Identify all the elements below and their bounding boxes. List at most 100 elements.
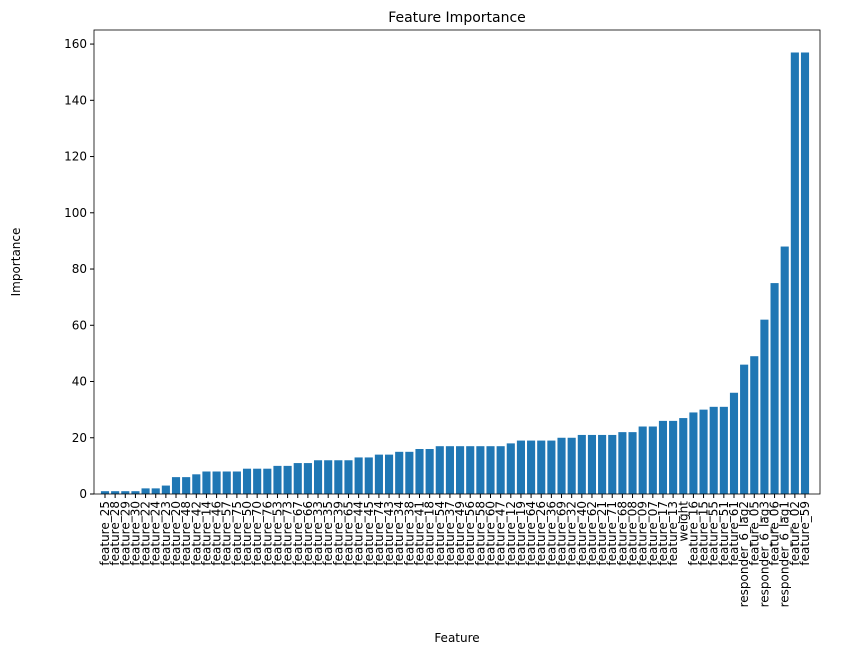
bar (587, 434, 597, 494)
x-tick-label: feature_24 (149, 501, 163, 566)
bar (780, 246, 789, 494)
x-tick-label: feature_26 (534, 501, 548, 566)
x-tick-label: feature_51 (717, 501, 731, 566)
bar (151, 488, 160, 494)
bar (740, 364, 749, 494)
bar (608, 434, 617, 494)
x-tick-label: feature_42 (189, 501, 203, 566)
x-tick-label: feature_25 (98, 501, 112, 566)
bar (385, 454, 394, 494)
bar (516, 440, 525, 494)
bar (527, 440, 536, 494)
x-tick-label: feature_76 (260, 501, 274, 566)
x-tick-label: feature_19 (514, 501, 528, 566)
x-tick-label: feature_55 (707, 501, 721, 566)
x-tick-label: feature_70 (250, 501, 264, 566)
x-tick-label: feature_16 (686, 501, 700, 566)
bar (374, 454, 383, 494)
bar (395, 451, 404, 494)
x-tick-label: feature_45 (362, 501, 376, 566)
x-tick-label: feature_58 (473, 501, 487, 566)
x-tick-label: feature_23 (159, 501, 173, 566)
x-tick-label: feature_41 (412, 501, 426, 566)
bar (425, 449, 434, 494)
bar (476, 446, 485, 494)
x-tick-label: feature_08 (626, 501, 640, 566)
x-tick-label: feature_47 (494, 501, 508, 566)
x-tick-label: feature_38 (402, 501, 416, 566)
x-tick-label: feature_39 (331, 501, 345, 566)
x-tick-label: feature_09 (636, 501, 650, 566)
bar (232, 471, 241, 494)
x-tick-label: feature_56 (463, 501, 477, 566)
bar (466, 446, 475, 494)
bar (567, 437, 576, 494)
bar (648, 426, 657, 494)
x-tick-label: responder_6_lag3 (757, 501, 771, 607)
bar (313, 460, 323, 494)
bar (669, 420, 678, 494)
bar (242, 468, 252, 494)
bar (760, 319, 769, 494)
bar (445, 446, 454, 494)
bar (141, 488, 150, 494)
bar (729, 392, 739, 494)
x-tick-label: feature_33 (311, 501, 325, 566)
bar (689, 412, 698, 494)
bar (506, 443, 515, 494)
bar (496, 446, 505, 494)
x-tick-label: feature_05 (747, 501, 761, 566)
x-tick-label: feature_60 (484, 501, 498, 566)
x-tick-label: feature_73 (281, 501, 295, 566)
bar (111, 491, 120, 494)
bar (131, 491, 140, 494)
x-tick-label: feature_32 (565, 501, 579, 566)
x-tick-label: feature_44 (352, 501, 366, 566)
x-tick-label: feature_40 (575, 501, 589, 566)
bar (253, 468, 262, 494)
x-tick-label: feature_13 (666, 501, 680, 566)
bar (618, 432, 627, 494)
x-tick-label: feature_50 (240, 501, 254, 566)
x-tick-label: feature_20 (169, 501, 183, 566)
x-tick-label: feature_68 (615, 501, 629, 566)
y-tick-label: 140 (64, 93, 87, 107)
x-tick-label: feature_62 (585, 501, 599, 566)
x-tick-label: feature_35 (321, 501, 335, 566)
x-tick-label: feature_74 (372, 501, 386, 566)
x-tick-label: feature_06 (768, 501, 782, 566)
y-tick-label: 60 (72, 318, 87, 332)
bar (415, 449, 424, 494)
bar (405, 451, 414, 494)
x-tick-label: feature_14 (199, 501, 213, 566)
bar (354, 457, 363, 494)
x-tick-label: feature_02 (788, 501, 802, 566)
x-tick-label: feature_48 (179, 501, 193, 566)
bar (344, 460, 353, 494)
x-tick-label: feature_07 (646, 501, 660, 566)
x-tick-label: feature_49 (453, 501, 467, 566)
x-tick-label: feature_71 (605, 501, 619, 566)
x-tick-label: feature_64 (524, 501, 538, 566)
bar (182, 477, 191, 494)
y-tick-label: 20 (72, 431, 87, 445)
x-tick-label: feature_36 (544, 501, 558, 566)
bar (719, 406, 728, 494)
bar (222, 471, 231, 494)
bar (800, 52, 810, 494)
x-tick-label: feature_46 (210, 501, 224, 566)
bar (171, 477, 181, 494)
bar (709, 406, 718, 494)
y-tick-label: 120 (64, 150, 87, 164)
bar (658, 420, 668, 494)
bar (456, 446, 465, 494)
chart-title: Feature Importance (388, 10, 526, 26)
x-tick-label: feature_75 (230, 501, 244, 566)
x-tick-label: feature_54 (433, 501, 447, 566)
x-tick-label: feature_65 (341, 501, 355, 566)
bar (202, 471, 211, 494)
bar (273, 465, 282, 494)
x-axis-label: Feature (434, 631, 479, 645)
bar (324, 460, 333, 494)
bar (628, 432, 637, 494)
